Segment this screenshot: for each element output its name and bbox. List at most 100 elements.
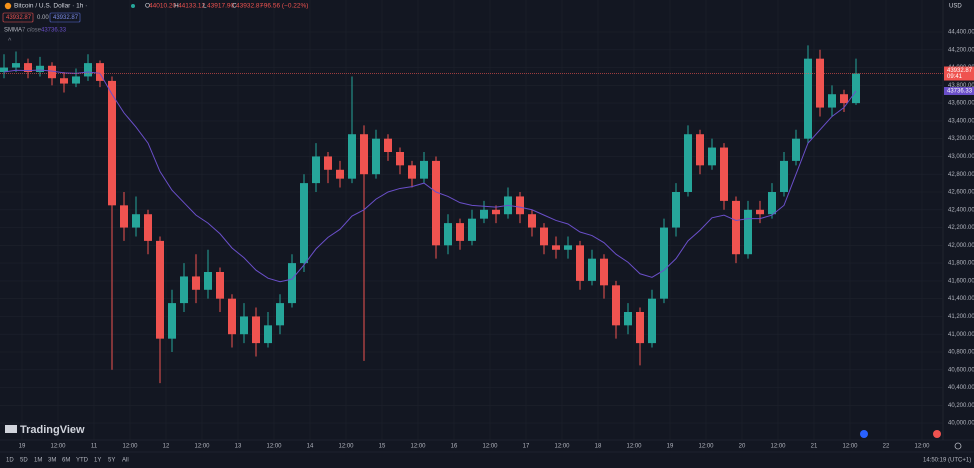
range-button[interactable]: YTD bbox=[76, 458, 89, 464]
ohlc-value: 43932.87 bbox=[236, 3, 263, 10]
indicator-value: 43736.33 bbox=[41, 28, 67, 34]
y-tick-label: 43,800.00 bbox=[948, 83, 974, 89]
candle-body bbox=[792, 138, 800, 161]
symbol-icon bbox=[4, 2, 12, 10]
candle-body bbox=[204, 272, 212, 290]
brand: TradingView bbox=[20, 424, 85, 436]
x-tick-label: 12:00 bbox=[122, 444, 138, 450]
candle-body bbox=[840, 94, 848, 104]
y-tick-label: 41,200.00 bbox=[948, 314, 974, 320]
candle-body bbox=[780, 160, 788, 192]
candle-body bbox=[624, 312, 632, 326]
candle-body bbox=[240, 316, 248, 335]
candle-body bbox=[216, 272, 224, 299]
event-flag[interactable] bbox=[860, 430, 868, 438]
range-button[interactable]: 1Y bbox=[94, 458, 101, 464]
ohlc-key: H bbox=[174, 3, 179, 10]
y-tick-label: 43,000.00 bbox=[948, 154, 974, 160]
y-tick-label: 41,000.00 bbox=[948, 332, 974, 338]
candle-body bbox=[744, 209, 752, 255]
y-tick-label: 40,800.00 bbox=[948, 350, 974, 356]
candle-body bbox=[540, 227, 548, 246]
candle-body bbox=[816, 58, 824, 108]
candle-body bbox=[168, 303, 176, 339]
currency[interactable]: USD bbox=[949, 4, 962, 10]
candle-body bbox=[564, 245, 572, 250]
candle-body bbox=[72, 76, 80, 84]
candle-body bbox=[156, 240, 164, 339]
y-tick-label: 43,400.00 bbox=[948, 118, 974, 124]
candle-body bbox=[756, 209, 764, 215]
candle-body bbox=[600, 258, 608, 286]
price-tag bbox=[944, 66, 974, 81]
y-tick-label: 42,000.00 bbox=[948, 243, 974, 249]
x-tick-label: 12:00 bbox=[842, 444, 858, 450]
candle-body bbox=[696, 134, 704, 166]
candle-body bbox=[684, 134, 692, 192]
bid[interactable]: 43932.87 bbox=[6, 15, 32, 21]
collapse-toggle[interactable]: ^ bbox=[8, 38, 12, 45]
candle-body bbox=[396, 152, 404, 166]
y-tick-label: 42,800.00 bbox=[948, 172, 974, 178]
ask[interactable]: 43932.87 bbox=[53, 15, 79, 21]
candle-body bbox=[804, 58, 812, 139]
clock: 14:50:19 (UTC+1) bbox=[923, 458, 971, 464]
candle-body bbox=[276, 303, 284, 326]
candle-body bbox=[12, 63, 20, 68]
candle-body bbox=[84, 63, 92, 77]
y-tick-label: 44,200.00 bbox=[948, 47, 974, 53]
candle-body bbox=[180, 276, 188, 304]
candle-body bbox=[672, 192, 680, 228]
y-tick-label: 43,600.00 bbox=[948, 101, 974, 107]
range-button[interactable]: 6M bbox=[62, 458, 70, 464]
x-tick-label: 20 bbox=[739, 444, 746, 450]
y-tick-label: 41,800.00 bbox=[948, 261, 974, 267]
candle-body bbox=[336, 169, 344, 179]
change: −96.56 (−0.22%) bbox=[260, 3, 308, 10]
range-button[interactable]: 1M bbox=[34, 458, 42, 464]
x-tick-label: 12:00 bbox=[554, 444, 570, 450]
x-tick-label: 11 bbox=[91, 444, 98, 450]
candle-body bbox=[420, 160, 428, 179]
range-button[interactable]: 5Y bbox=[108, 458, 115, 464]
candle-body bbox=[312, 156, 320, 184]
candle-body bbox=[552, 245, 560, 250]
candle-body bbox=[720, 147, 728, 201]
candle-body bbox=[384, 138, 392, 152]
x-tick-label: 12:00 bbox=[914, 444, 930, 450]
candle-body bbox=[480, 209, 488, 219]
y-tick-label: 41,600.00 bbox=[948, 278, 974, 284]
range-button[interactable]: 1D bbox=[6, 458, 14, 464]
spread: 0.00 bbox=[37, 15, 49, 21]
candle-body bbox=[60, 78, 68, 84]
candle-body bbox=[516, 196, 524, 215]
range-button[interactable]: 5D bbox=[20, 458, 28, 464]
candle-body bbox=[252, 316, 260, 344]
x-tick-label: 16 bbox=[451, 444, 458, 450]
candle-body bbox=[192, 276, 200, 290]
candle-body bbox=[36, 65, 44, 72]
range-button[interactable]: All bbox=[122, 458, 129, 464]
bid-box[interactable] bbox=[2, 12, 34, 23]
price-tag-countdown: 09:41 bbox=[947, 74, 963, 80]
ask-box[interactable] bbox=[49, 12, 81, 23]
candle-body bbox=[576, 245, 584, 281]
event-flag[interactable] bbox=[933, 430, 941, 438]
x-tick-label: 12:00 bbox=[266, 444, 282, 450]
x-tick-label: 12:00 bbox=[626, 444, 642, 450]
ohlc-value: 44133.12 bbox=[178, 3, 205, 10]
indicator-tag-value: 43736.33 bbox=[947, 89, 973, 95]
range-button[interactable]: 3M bbox=[48, 458, 56, 464]
candle-body bbox=[612, 285, 620, 326]
candle-body bbox=[24, 63, 32, 72]
candle-body bbox=[468, 218, 476, 241]
ohlc-key: L bbox=[203, 3, 207, 10]
y-tick-label: 40,600.00 bbox=[948, 367, 974, 373]
status-dot bbox=[131, 4, 135, 8]
settings-icon[interactable] bbox=[954, 442, 962, 450]
y-tick-label: 40,000.00 bbox=[948, 421, 974, 427]
candle-body bbox=[300, 183, 308, 264]
candle-body bbox=[372, 138, 380, 175]
y-tick-label: 44,400.00 bbox=[948, 30, 974, 36]
